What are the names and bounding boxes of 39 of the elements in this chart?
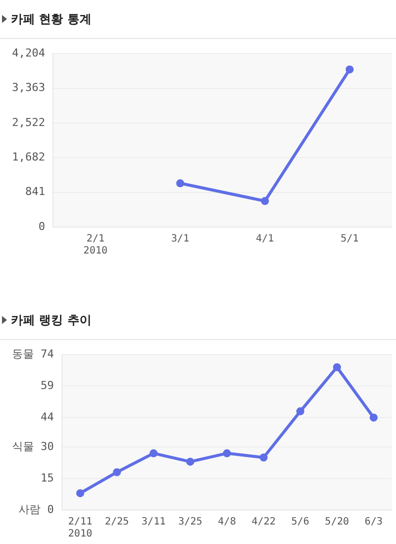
x-tick-label: 4/8 <box>218 516 236 528</box>
x-tick-label: 2/11 2010 <box>68 516 92 540</box>
y-tick-label: 841 <box>25 185 46 198</box>
point <box>346 65 354 74</box>
point <box>332 363 341 372</box>
y-tick-label: 사람 0 <box>18 502 54 516</box>
point <box>222 449 231 458</box>
y-tick-label: 4,204 <box>12 46 46 60</box>
y-tick-label: 3,363 <box>12 81 46 94</box>
y-tick-label: 59 <box>40 378 54 392</box>
y-tick-label: 1,682 <box>12 150 46 164</box>
y-tick-label: 2,522 <box>12 116 46 129</box>
x-tick-label: 4/1 <box>256 234 274 245</box>
point <box>260 454 268 462</box>
point <box>260 197 269 206</box>
y-tick-label: 44 <box>40 410 54 424</box>
x-tick-label: 2/25 <box>104 516 129 528</box>
y-tick-label: 0 <box>38 220 46 233</box>
point <box>296 407 304 416</box>
x-tick-label: 3/1 <box>171 234 190 245</box>
x-tick-label: 5/1 <box>340 234 359 245</box>
point <box>186 458 194 466</box>
chart-title: 카페 랭킹 추이 <box>11 312 92 328</box>
point <box>112 468 121 476</box>
y-tick-label: 15 <box>40 471 54 484</box>
x-tick-label: 5/6 <box>291 516 310 528</box>
y-tick-label: 식물 30 <box>12 440 54 453</box>
point <box>370 414 378 422</box>
x-tick-label: 3/25 <box>178 516 202 528</box>
x-tick-label: 3/11 <box>142 516 166 528</box>
x-tick-label: 5/20 <box>324 516 350 528</box>
y-tick-label: 동물 74 <box>12 347 54 360</box>
point <box>176 179 184 188</box>
x-tick-label: 4/22 <box>252 516 276 528</box>
chart-title: 카페 현황 통계 <box>11 10 92 28</box>
point <box>150 449 158 458</box>
x-tick-label: 6/3 <box>364 516 383 528</box>
x-tick-label: 2/1 2010 <box>83 234 108 257</box>
point <box>76 489 84 498</box>
